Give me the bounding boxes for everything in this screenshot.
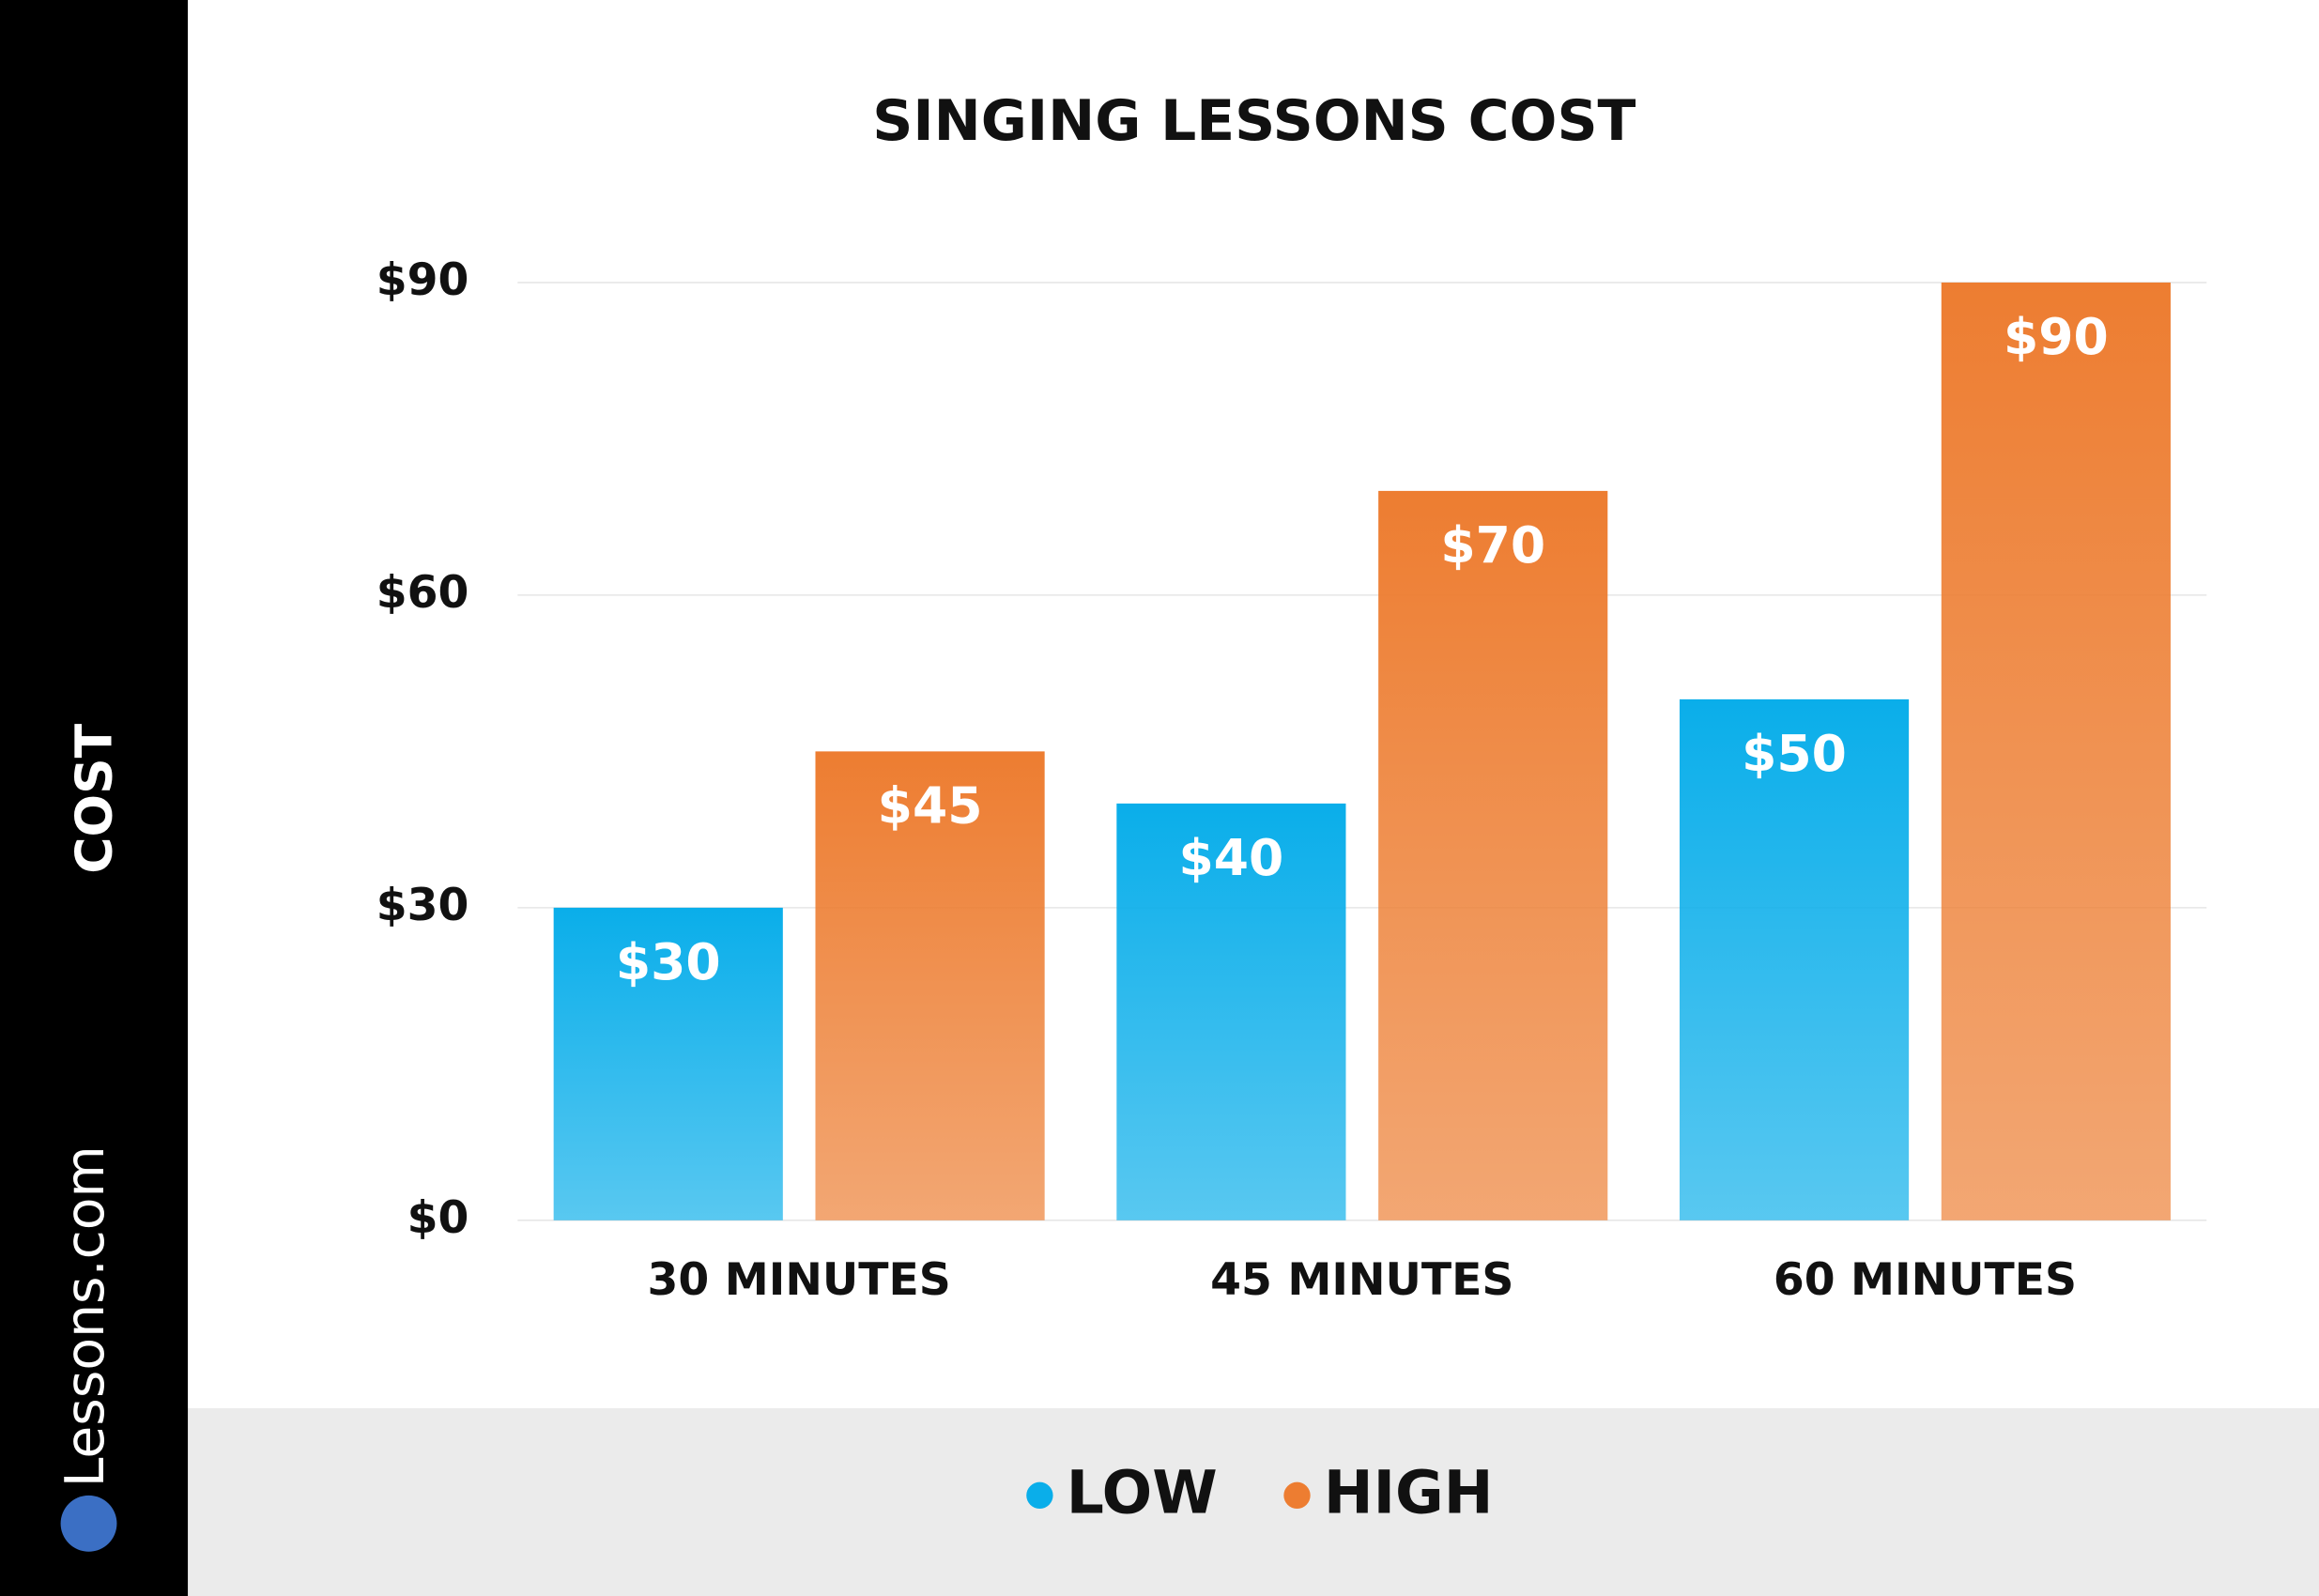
- y-axis-label: COST: [65, 723, 124, 873]
- value-label: $30: [616, 932, 721, 991]
- legend-marker: [1026, 1481, 1053, 1510]
- value-label: $90: [2004, 307, 2109, 366]
- y-tick-label: $0: [407, 1192, 469, 1244]
- bar: [553, 907, 783, 1220]
- y-tick-label: $60: [376, 567, 469, 619]
- value-label: $70: [1440, 515, 1545, 575]
- chart-title: SINGING LESSONS COST: [872, 88, 1636, 154]
- legend-band: [188, 1407, 2319, 1596]
- bar: [1116, 803, 1346, 1220]
- bar: [815, 751, 1045, 1220]
- value-label: $45: [878, 775, 983, 835]
- bar: [1378, 490, 1608, 1220]
- legend-label: HIGH: [1324, 1459, 1494, 1527]
- x-tick-label: 60 MINUTES: [1774, 1254, 2077, 1306]
- bar: [1941, 282, 2171, 1220]
- side-bar: [0, 0, 189, 1596]
- x-tick-label: 30 MINUTES: [648, 1254, 951, 1306]
- y-tick-label: $90: [376, 254, 469, 306]
- legend-marker: [1283, 1481, 1311, 1510]
- x-tick-label: 45 MINUTES: [1210, 1254, 1513, 1306]
- value-label: $40: [1179, 828, 1284, 887]
- bar: [1679, 698, 1910, 1220]
- brand: Lessons.com: [54, 1145, 116, 1487]
- value-label: $50: [1742, 724, 1847, 783]
- y-tick-label: $30: [376, 880, 469, 931]
- brand-logo: [60, 1495, 117, 1552]
- legend-label: LOW: [1067, 1459, 1218, 1527]
